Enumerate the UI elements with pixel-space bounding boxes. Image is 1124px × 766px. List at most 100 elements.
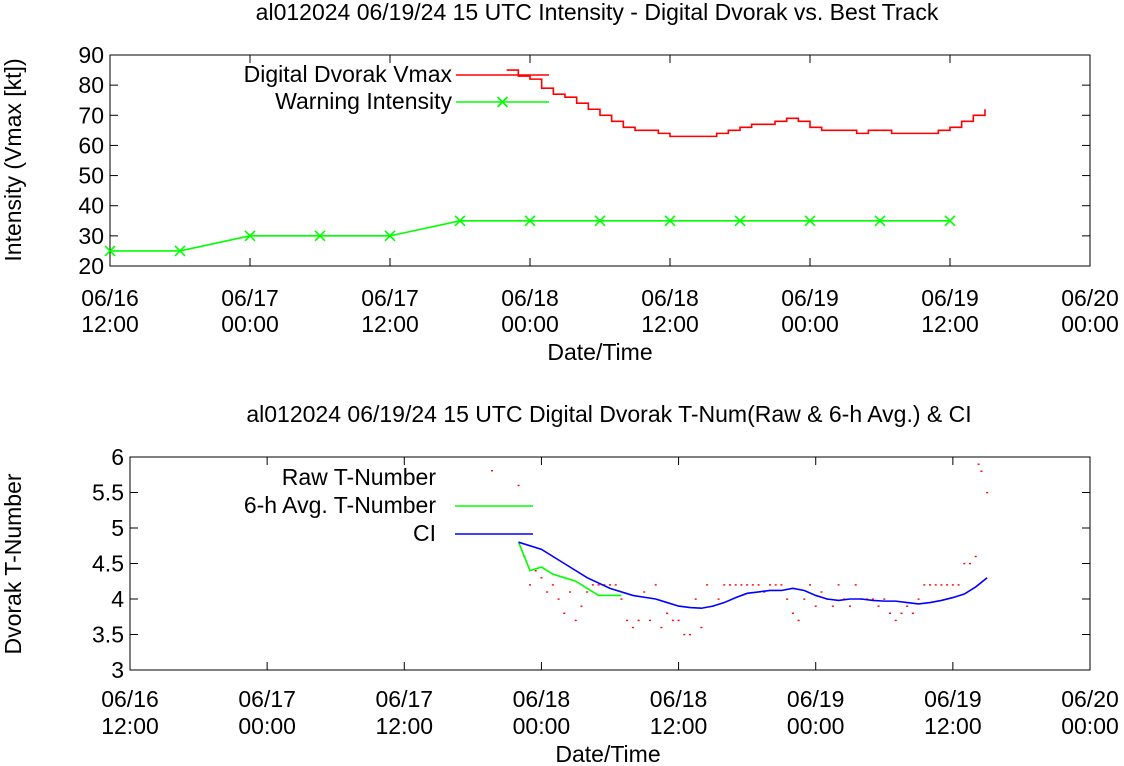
y-tick-label: 40 <box>78 193 104 219</box>
y-tick-label: 5 <box>111 515 124 541</box>
data-point <box>894 619 897 622</box>
x-tick-label: 12:00 <box>361 311 419 337</box>
data-point <box>689 633 691 636</box>
data-point <box>871 598 874 600</box>
data-point <box>694 598 697 600</box>
x-tick-label: 06/19 <box>787 686 845 712</box>
y-axis-label: Dvorak T-Number <box>0 473 26 654</box>
y-tick-label: 80 <box>78 72 104 98</box>
x-tick-label: 06/18 <box>641 285 699 311</box>
data-point <box>746 584 749 586</box>
data-point <box>934 584 937 586</box>
data-point <box>797 619 800 622</box>
legend-symbol <box>491 470 493 472</box>
x-tick-label: 06/17 <box>238 686 296 712</box>
data-point <box>814 605 817 607</box>
data-point <box>974 555 977 558</box>
data-point <box>969 562 971 565</box>
legend-label: Warning Intensity <box>275 88 452 114</box>
data-point <box>546 591 549 593</box>
data-point <box>706 584 709 586</box>
data-point-marker <box>174 245 186 257</box>
x-tick-label: 00:00 <box>238 713 296 739</box>
y-tick-label: 50 <box>78 163 104 189</box>
data-point-marker <box>734 215 746 227</box>
data-point <box>923 584 926 586</box>
x-tick-label: 00:00 <box>781 311 839 337</box>
data-point <box>563 612 566 614</box>
data-point <box>751 584 754 586</box>
series-line <box>517 541 622 597</box>
x-tick-label: 00:00 <box>513 713 571 739</box>
x-tick-label: 12:00 <box>81 311 139 337</box>
data-point <box>900 612 903 614</box>
data-point <box>569 591 571 593</box>
intensity-chart: al012024 06/19/24 15 UTC Intensity - Dig… <box>0 0 1119 365</box>
data-point <box>580 605 583 607</box>
data-point-marker <box>804 215 816 227</box>
data-point <box>591 584 594 586</box>
y-tick-label: 90 <box>78 42 104 68</box>
y-tick-label: 20 <box>78 253 104 279</box>
legend-label: Digital Dvorak Vmax <box>244 61 453 87</box>
data-point <box>586 591 589 593</box>
series-line <box>110 219 950 252</box>
data-point <box>557 598 560 600</box>
data-point <box>660 626 663 629</box>
data-point <box>677 619 680 622</box>
data-point <box>929 584 931 586</box>
data-point <box>551 584 554 586</box>
x-tick-label: 00:00 <box>787 713 845 739</box>
data-point <box>986 491 989 494</box>
y-tick-label: 4.5 <box>92 551 124 577</box>
data-point <box>906 605 909 607</box>
x-tick-label: 00:00 <box>1061 713 1119 739</box>
x-tick-label: 06/16 <box>81 285 139 311</box>
data-point <box>540 577 543 579</box>
data-point <box>786 598 789 600</box>
y-axis-label: Intensity (Vmax [kt]) <box>0 58 26 261</box>
data-point <box>529 584 531 586</box>
data-point <box>534 570 537 572</box>
data-point <box>597 584 600 586</box>
x-tick-label: 12:00 <box>376 713 434 739</box>
data-point-marker <box>664 215 676 227</box>
y-tick-label: 60 <box>78 132 104 158</box>
data-point <box>889 612 891 614</box>
data-point <box>700 626 703 629</box>
data-point-marker <box>874 215 886 227</box>
chart-title: al012024 06/19/24 15 UTC Intensity - Dig… <box>256 0 939 25</box>
x-tick-label: 12:00 <box>641 311 699 337</box>
legend-label: CI <box>413 520 436 546</box>
data-point <box>517 484 520 487</box>
data-point-marker <box>314 230 326 242</box>
data-point <box>729 584 731 586</box>
data-point <box>963 562 966 565</box>
x-axis-label: Date/Time <box>547 339 652 365</box>
x-tick-label: 06/18 <box>650 686 708 712</box>
data-point-marker <box>454 215 466 227</box>
x-tick-label: 06/17 <box>376 686 434 712</box>
data-point <box>780 584 783 586</box>
data-point <box>980 470 983 472</box>
data-point <box>757 584 760 586</box>
legend-symbol-marker <box>496 96 509 108</box>
y-tick-label: 3 <box>111 657 124 683</box>
data-point <box>854 584 857 586</box>
y-tick-label: 4 <box>111 586 124 612</box>
data-point <box>877 605 880 607</box>
y-tick-label: 3.5 <box>92 622 124 648</box>
plot-frame <box>129 456 1091 671</box>
data-point <box>631 626 634 629</box>
legend-label: Raw T-Number <box>282 464 437 490</box>
data-point-marker <box>944 215 956 227</box>
y-tick-label: 6 <box>111 444 124 470</box>
data-point <box>977 463 980 465</box>
x-tick-label: 06/16 <box>101 686 159 712</box>
data-point <box>791 612 794 614</box>
data-point <box>763 591 766 593</box>
data-point <box>957 584 960 586</box>
data-point <box>717 598 720 600</box>
y-tick-label: 5.5 <box>92 480 124 506</box>
tnumber-chart: al012024 06/19/24 15 UTC Digital Dvorak … <box>0 401 1119 766</box>
